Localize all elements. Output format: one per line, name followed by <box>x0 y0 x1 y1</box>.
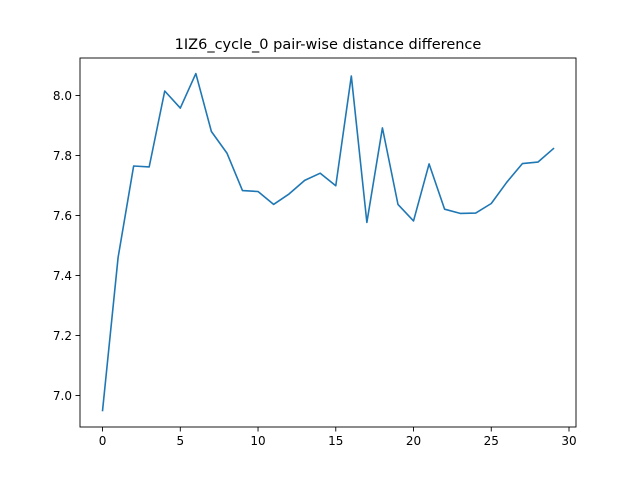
x-tick-label: 0 <box>99 434 107 448</box>
chart-title: 1IZ6_cycle_0 pair-wise distance differen… <box>175 37 482 53</box>
x-tick-label: 20 <box>406 434 421 448</box>
x-tick-label: 30 <box>561 434 576 448</box>
y-tick-label: 7.0 <box>53 389 72 403</box>
y-tick-label: 7.8 <box>53 149 72 163</box>
x-tick-label: 25 <box>484 434 499 448</box>
y-tick-label: 7.2 <box>53 329 72 343</box>
axes-frame <box>79 57 577 428</box>
plot-area <box>101 72 555 412</box>
x-axis: 0 5 10 15 20 25 30 <box>99 427 577 448</box>
y-tick-label: 7.6 <box>53 209 72 223</box>
y-tick-label: 8.0 <box>53 89 72 103</box>
y-tick-label: 7.4 <box>53 269 72 283</box>
x-tick-label: 5 <box>176 434 184 448</box>
series-line <box>101 72 555 412</box>
y-axis: 7.0 7.2 7.4 7.6 7.8 8.0 <box>53 89 80 403</box>
x-tick-label: 10 <box>250 434 265 448</box>
x-tick-label: 15 <box>328 434 343 448</box>
